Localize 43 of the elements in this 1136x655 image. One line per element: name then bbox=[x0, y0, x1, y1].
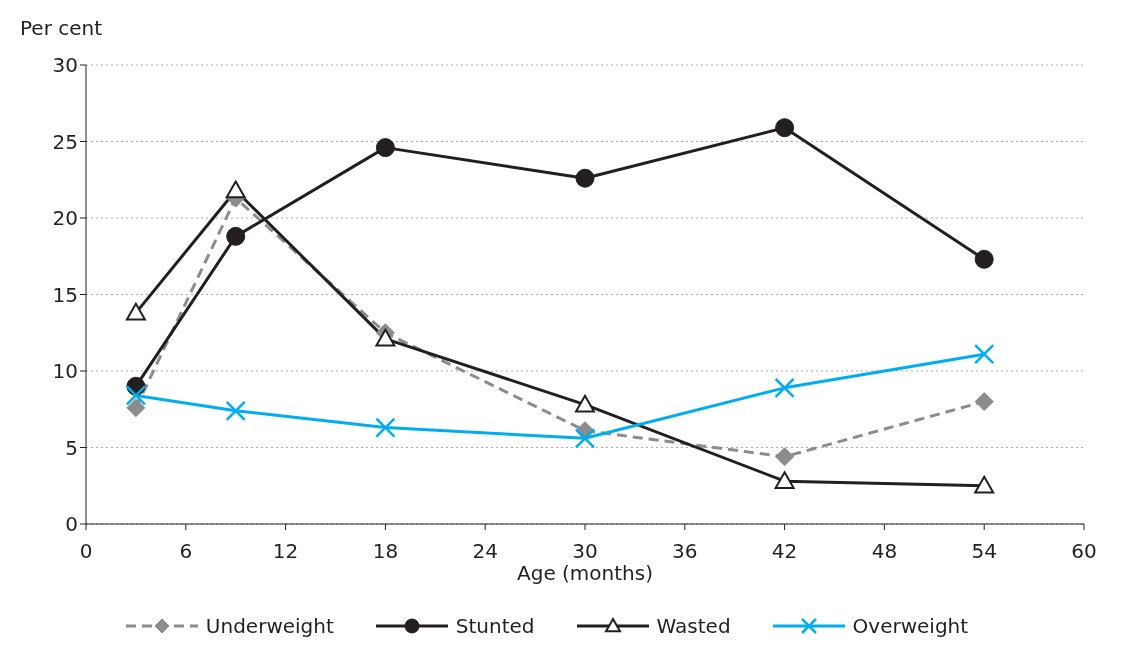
point bbox=[226, 226, 246, 246]
legend-label: Wasted bbox=[656, 614, 731, 638]
x-tick-label: 30 bbox=[572, 539, 598, 564]
point bbox=[225, 400, 246, 422]
point bbox=[974, 392, 994, 412]
x-axis-title: Age (months) bbox=[517, 561, 653, 586]
point bbox=[126, 398, 146, 418]
y-tick-label: 30 bbox=[52, 53, 78, 78]
point bbox=[574, 428, 596, 449]
x-tick-label: 6 bbox=[179, 539, 193, 564]
x-tick-label: 54 bbox=[971, 539, 997, 564]
point bbox=[775, 447, 795, 467]
point bbox=[774, 377, 795, 399]
point bbox=[774, 471, 795, 489]
point bbox=[375, 328, 396, 347]
y-tick-label: 5 bbox=[65, 435, 78, 460]
point bbox=[125, 302, 146, 321]
legend-label: Overweight bbox=[852, 614, 969, 638]
x-tick-label: 12 bbox=[272, 539, 299, 564]
x-tick-label: 36 bbox=[672, 539, 698, 564]
y-tick-label: 0 bbox=[65, 512, 78, 537]
y-tick-label: 25 bbox=[52, 129, 78, 154]
x-tick-label: 18 bbox=[372, 539, 399, 564]
x-tick-label: 48 bbox=[871, 539, 898, 564]
x-tick-label: 42 bbox=[771, 539, 798, 564]
x-tick-label: 60 bbox=[1071, 539, 1097, 564]
point bbox=[775, 118, 795, 138]
point bbox=[375, 138, 395, 158]
point bbox=[575, 168, 595, 188]
x-tick-label: 24 bbox=[472, 539, 498, 564]
y-tick-label: 15 bbox=[52, 282, 78, 307]
point bbox=[973, 343, 995, 365]
point bbox=[375, 417, 396, 438]
y-tick-label: 20 bbox=[52, 206, 78, 231]
legend-label: Underweight bbox=[205, 614, 334, 638]
point bbox=[225, 180, 246, 199]
legend-label: Stunted bbox=[455, 614, 535, 638]
y-tick-label: 10 bbox=[52, 359, 78, 384]
point bbox=[974, 475, 995, 494]
point bbox=[974, 249, 994, 269]
y-axis-title: Per cent bbox=[20, 16, 103, 40]
point bbox=[575, 394, 595, 413]
point bbox=[125, 385, 147, 406]
